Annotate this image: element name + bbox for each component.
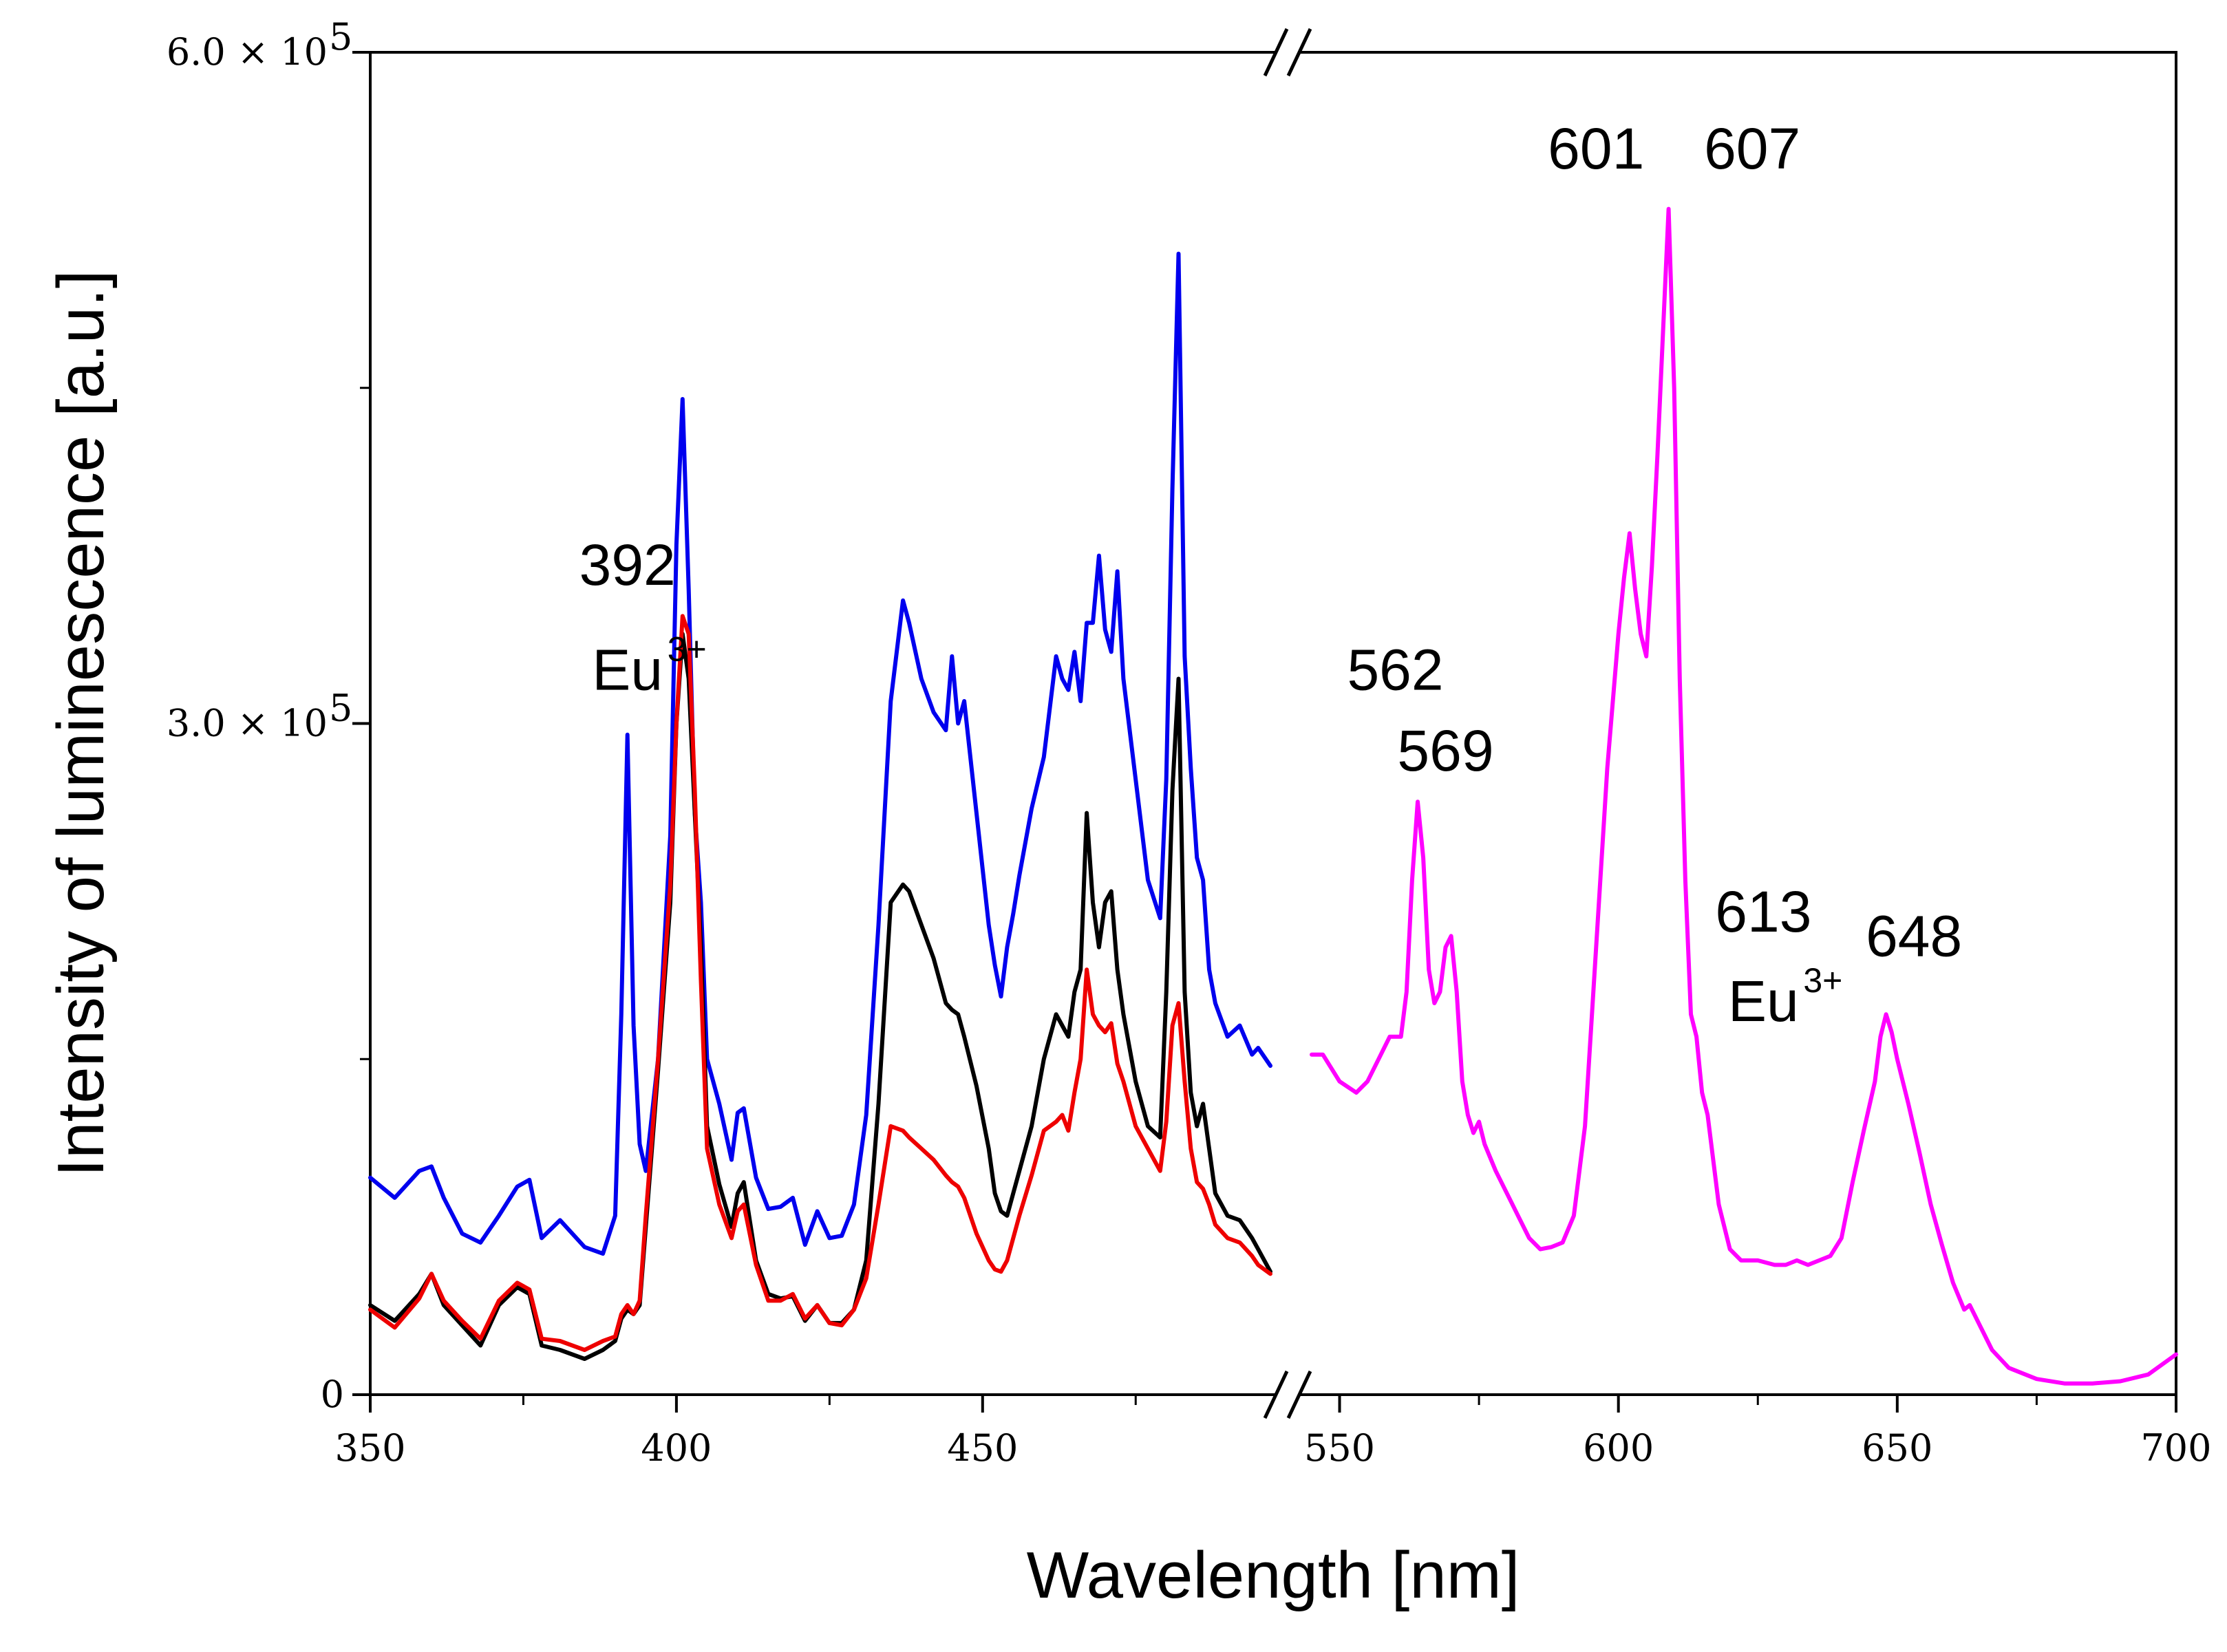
- peak-label: 607: [1704, 116, 1800, 181]
- peak-label: Eu: [1728, 969, 1799, 1033]
- y-axis-title: Intensity of luminescence [a.u.]: [44, 270, 118, 1177]
- y-tick-label: 6.0 × 10: [167, 30, 328, 74]
- peak-label: 613: [1715, 879, 1811, 944]
- break-gap-top: [1276, 48, 1299, 56]
- plot-border: [369, 51, 2177, 1396]
- series-line-red: [368, 614, 1272, 1352]
- peak-label: 648: [1866, 904, 1962, 969]
- peak-label: Eu: [592, 638, 663, 702]
- break-slash-top-2: [1286, 28, 1312, 77]
- peak-label: 569: [1397, 718, 1493, 783]
- x-tick-label: 550: [1304, 1426, 1375, 1470]
- x-tick-label: 700: [2140, 1426, 2211, 1470]
- x-tick-label: 450: [947, 1426, 1018, 1470]
- x-axis-title: Wavelength [nm]: [1027, 1538, 1520, 1612]
- axis-break-marks: [1263, 28, 1312, 1419]
- y-axis-ticks: 03.0 × 10 56.0 × 10 5: [167, 15, 370, 1416]
- x-tick-label: 650: [1862, 1426, 1932, 1470]
- x-tick-label: 350: [334, 1426, 405, 1470]
- break-slash-top-1: [1263, 28, 1289, 77]
- series-layer: [368, 206, 2178, 1386]
- series-line-black: [368, 632, 1272, 1361]
- x-tick-label: 600: [1583, 1426, 1654, 1470]
- peak-label-superscript: 3+: [668, 630, 707, 669]
- break-slash-bottom-1: [1263, 1370, 1289, 1419]
- x-tick-label: 400: [641, 1426, 712, 1470]
- series-line-blue: [368, 251, 1272, 1256]
- y-tick-exponent: 5: [329, 15, 352, 58]
- peak-label: 392: [579, 533, 676, 597]
- break-gap-bottom: [1276, 1391, 1299, 1399]
- series-line-magenta: [1310, 206, 2178, 1386]
- peak-label: 601: [1548, 116, 1644, 181]
- x-axis-ticks: 350 400 450 550 600 650 700: [334, 1395, 2212, 1470]
- y-tick-label: 3.0 × 10: [167, 702, 328, 745]
- y-tick-exponent: 5: [329, 687, 352, 730]
- break-slash-bottom-2: [1286, 1370, 1312, 1419]
- plot-frame: [369, 48, 2177, 1399]
- peak-label-superscript: 3+: [1803, 961, 1842, 1000]
- y-tick-label: 0: [321, 1373, 344, 1416]
- peak-label: 562: [1347, 638, 1443, 702]
